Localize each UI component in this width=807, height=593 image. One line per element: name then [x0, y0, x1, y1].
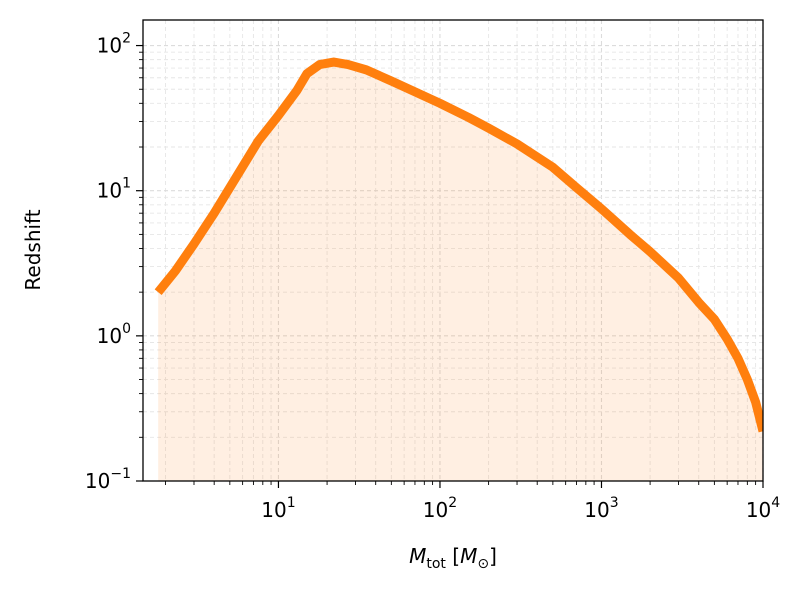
- y-tick-label: 102: [97, 31, 131, 58]
- grid: [143, 20, 764, 482]
- plot-frame: [142, 19, 764, 482]
- y-tick-label: 101: [97, 176, 131, 203]
- x-axis-label: Mtot [M⊙]: [409, 544, 497, 572]
- y-tick-label: 100: [97, 321, 131, 348]
- x-tick-label: 102: [423, 495, 457, 522]
- x-tick-label: 104: [746, 495, 780, 522]
- area-fill: [158, 62, 763, 481]
- series-line: [154, 57, 763, 433]
- x-tick-label: 103: [584, 495, 618, 522]
- axis-ticks: [136, 44, 764, 488]
- tick-labels: 101 102 103 104 10−1 100 101 102: [85, 31, 780, 522]
- y-tick-label: 10−1: [85, 466, 131, 493]
- x-tick-label: 101: [261, 495, 295, 522]
- y-axis-label: Redshift: [21, 209, 45, 290]
